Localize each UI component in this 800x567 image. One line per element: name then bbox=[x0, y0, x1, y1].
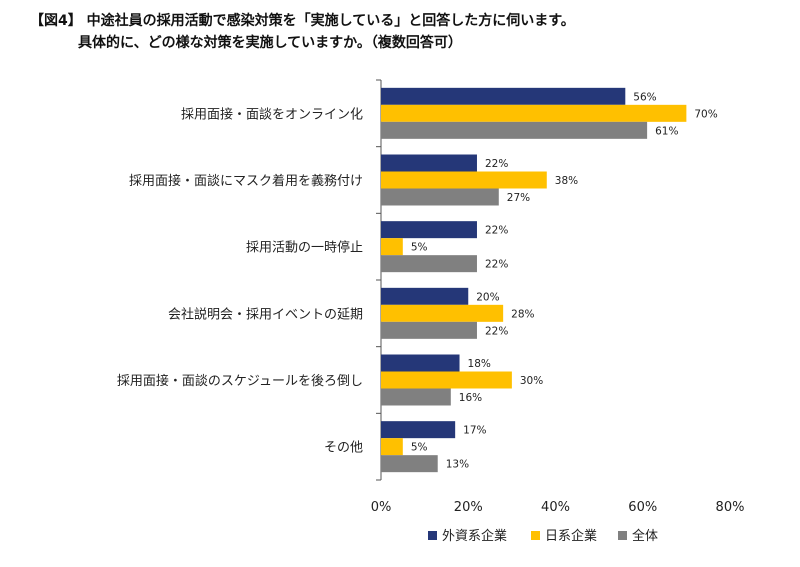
bar-2 bbox=[381, 104, 687, 122]
category-label: 採用面接・面談にマスク着用を義務付け bbox=[129, 173, 363, 189]
data-label: 28% bbox=[511, 308, 534, 320]
chart-title-line-1: 【図4】 中途社員の採用活動で感染対策を「実施している」と回答した方に伺います。 bbox=[30, 13, 575, 29]
data-label: 38% bbox=[555, 175, 578, 187]
bar-1 bbox=[381, 287, 469, 305]
data-label: 5% bbox=[411, 442, 428, 454]
x-tick-label: 20% bbox=[454, 500, 483, 515]
data-label: 22% bbox=[485, 225, 508, 237]
category-label: 採用面接・面談のスケジュールを後ろ倒し bbox=[117, 373, 363, 389]
data-label: 22% bbox=[485, 259, 508, 271]
x-tick-label: 0% bbox=[371, 500, 392, 515]
data-label: 16% bbox=[459, 392, 482, 404]
legend-swatch bbox=[428, 531, 437, 540]
legend-label: 日系企業 bbox=[545, 528, 597, 544]
category-label: その他 bbox=[324, 441, 363, 456]
x-tick-label: 40% bbox=[541, 500, 570, 515]
data-label: 30% bbox=[520, 375, 543, 387]
bar-1 bbox=[381, 221, 477, 239]
data-label: 61% bbox=[655, 125, 678, 137]
legend-swatch bbox=[618, 531, 627, 540]
category-label: 採用活動の一時停止 bbox=[246, 240, 363, 256]
data-label: 5% bbox=[411, 242, 428, 254]
bar-2 bbox=[381, 238, 403, 256]
bar-3 bbox=[381, 455, 438, 473]
bar-3 bbox=[381, 188, 499, 206]
bar-3 bbox=[381, 388, 451, 406]
bar-2 bbox=[381, 304, 504, 322]
legend-label: 外資系企業 bbox=[442, 528, 507, 544]
data-label: 56% bbox=[633, 91, 656, 103]
data-label: 27% bbox=[507, 192, 530, 204]
data-label: 22% bbox=[485, 158, 508, 170]
data-label: 18% bbox=[468, 358, 491, 370]
bar-1 bbox=[381, 154, 477, 172]
category-label: 会社説明会・採用イベントの延期 bbox=[168, 306, 363, 322]
data-label: 20% bbox=[476, 291, 499, 303]
bar-3 bbox=[381, 121, 648, 139]
chart-title-line-2: 具体的に、どの様な対策を実施していますか。（複数回答可） bbox=[78, 35, 462, 51]
bar-2 bbox=[381, 171, 547, 189]
data-label: 70% bbox=[694, 108, 717, 120]
x-tick-label: 60% bbox=[628, 500, 657, 515]
bar-1 bbox=[381, 87, 626, 105]
data-label: 17% bbox=[463, 425, 486, 437]
bar-1 bbox=[381, 354, 460, 372]
legend-label: 全体 bbox=[632, 528, 658, 544]
bar-3 bbox=[381, 255, 477, 273]
bar-1 bbox=[381, 421, 456, 439]
x-tick-label: 80% bbox=[716, 500, 745, 515]
data-label: 13% bbox=[446, 459, 469, 471]
bar-2 bbox=[381, 438, 403, 456]
category-label: 採用面接・面談をオンライン化 bbox=[181, 106, 363, 122]
bar-3 bbox=[381, 321, 477, 339]
legend-swatch bbox=[531, 531, 540, 540]
data-label: 22% bbox=[485, 325, 508, 337]
bar-2 bbox=[381, 371, 512, 389]
